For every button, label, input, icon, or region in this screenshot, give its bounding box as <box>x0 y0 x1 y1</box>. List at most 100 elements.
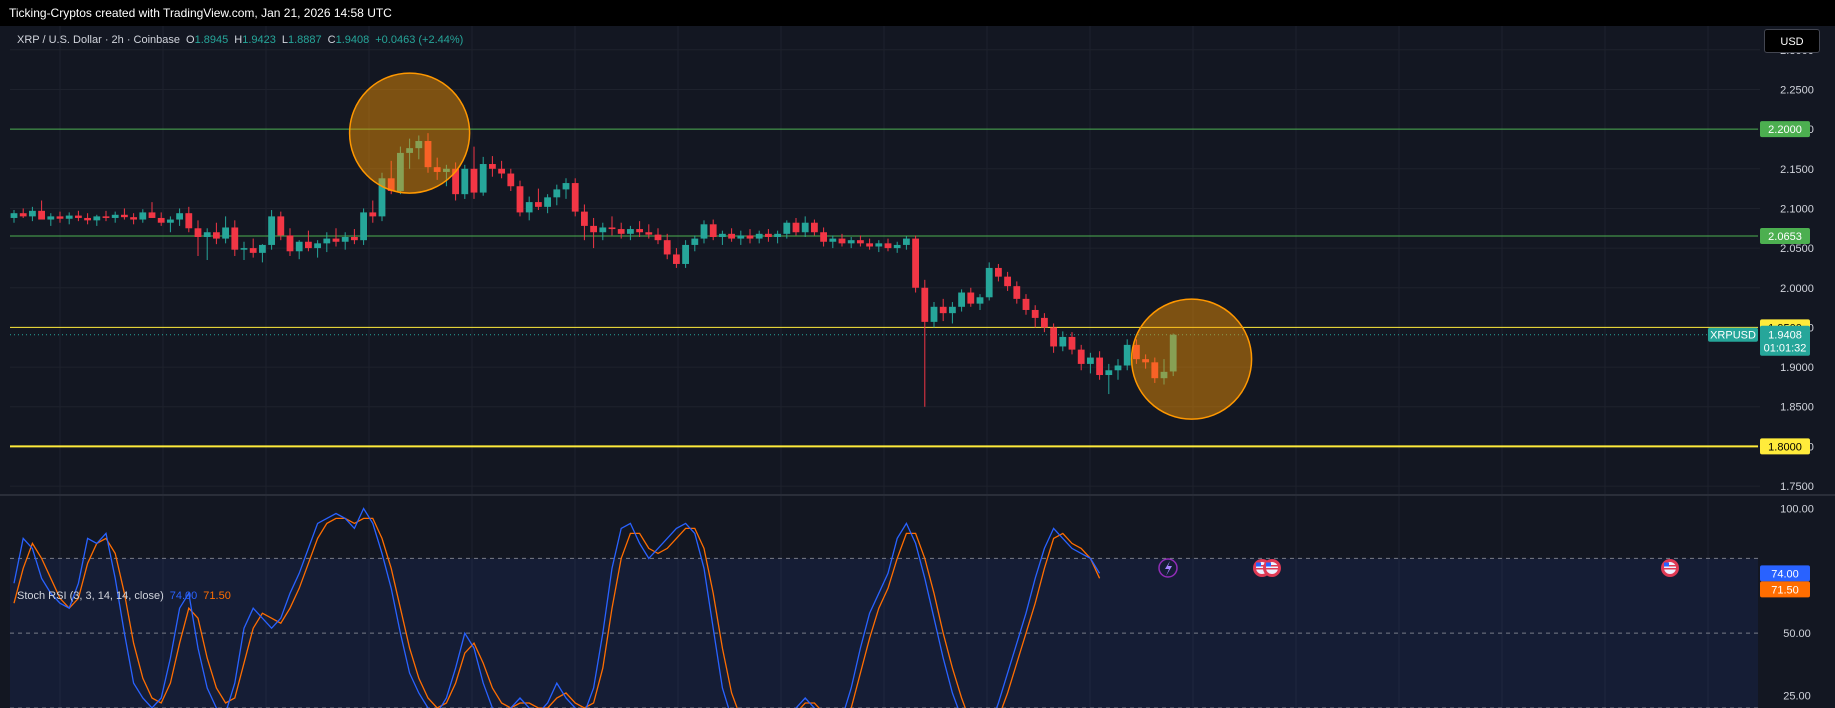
candle[interactable] <box>663 233 671 260</box>
candle[interactable] <box>185 206 193 233</box>
candle[interactable] <box>838 233 846 247</box>
candle[interactable] <box>553 184 561 206</box>
candle[interactable] <box>479 156 487 196</box>
candle[interactable] <box>1022 294 1030 315</box>
candle[interactable] <box>636 221 643 237</box>
candle[interactable] <box>700 220 708 244</box>
candle[interactable] <box>1031 305 1039 328</box>
candle[interactable] <box>967 287 975 307</box>
candle[interactable] <box>875 240 883 253</box>
candle[interactable] <box>1004 271 1011 291</box>
candle[interactable] <box>544 194 551 214</box>
candle[interactable] <box>29 206 36 222</box>
candle[interactable] <box>893 241 901 253</box>
candle[interactable] <box>590 217 597 249</box>
candle[interactable] <box>93 214 101 226</box>
candle[interactable] <box>1123 339 1131 371</box>
candle[interactable] <box>765 229 772 242</box>
candle[interactable] <box>1160 359 1168 385</box>
candle[interactable] <box>470 146 478 199</box>
candle[interactable] <box>387 160 395 195</box>
candle[interactable] <box>323 232 331 253</box>
candle[interactable] <box>783 220 791 239</box>
candle[interactable] <box>148 202 156 218</box>
us-flag-event-icon[interactable] <box>1263 559 1281 577</box>
candle[interactable] <box>249 238 257 258</box>
candle[interactable] <box>415 135 423 160</box>
candle[interactable] <box>498 160 505 179</box>
candle[interactable] <box>305 230 312 252</box>
candle[interactable] <box>268 210 275 250</box>
candle[interactable] <box>1068 332 1076 355</box>
candle[interactable] <box>360 208 367 245</box>
candle[interactable] <box>1087 352 1094 374</box>
candle[interactable] <box>295 240 303 260</box>
candle[interactable] <box>84 213 91 225</box>
candles[interactable] <box>10 133 1177 407</box>
candle[interactable] <box>884 238 892 252</box>
candle[interactable] <box>277 211 285 241</box>
candle[interactable] <box>397 146 404 195</box>
candle[interactable] <box>525 196 533 221</box>
price-chart-svg[interactable]: 2.30002.25002.20002.15002.10002.05002.00… <box>0 26 1835 708</box>
candle[interactable] <box>443 164 450 187</box>
us-flag-event-icon[interactable] <box>1661 559 1679 577</box>
candle[interactable] <box>627 225 634 241</box>
candle[interactable] <box>829 235 837 249</box>
candle[interactable] <box>507 168 515 191</box>
candle[interactable] <box>157 212 165 226</box>
candle[interactable] <box>111 211 119 223</box>
candle[interactable] <box>378 172 386 222</box>
candle[interactable] <box>1151 357 1159 383</box>
candle[interactable] <box>1013 281 1021 304</box>
candle[interactable] <box>811 219 818 236</box>
candle[interactable] <box>10 210 18 223</box>
candle[interactable] <box>19 208 27 218</box>
candle[interactable] <box>167 216 174 233</box>
chart-area[interactable]: 2.30002.25002.20002.15002.10002.05002.00… <box>0 26 1835 708</box>
candle[interactable] <box>866 238 873 250</box>
candle[interactable] <box>213 222 220 245</box>
candle[interactable] <box>121 208 128 220</box>
candle[interactable] <box>461 164 469 199</box>
candle[interactable] <box>645 224 653 239</box>
candle[interactable] <box>985 262 993 301</box>
candle[interactable] <box>1142 354 1149 369</box>
candle[interactable] <box>452 162 459 201</box>
candle[interactable] <box>801 216 809 237</box>
candle[interactable] <box>203 228 211 260</box>
candle[interactable] <box>847 236 855 249</box>
candle[interactable] <box>130 213 137 225</box>
candle[interactable] <box>755 230 763 244</box>
candle[interactable] <box>792 217 800 236</box>
candle[interactable] <box>259 244 266 263</box>
candle[interactable] <box>921 279 929 407</box>
candle[interactable] <box>75 210 82 222</box>
candle[interactable] <box>65 212 73 225</box>
candle[interactable] <box>930 302 938 328</box>
candle[interactable] <box>341 232 349 250</box>
candle[interactable] <box>903 236 910 250</box>
candle[interactable] <box>1169 333 1177 377</box>
candle[interactable] <box>56 211 64 223</box>
candle[interactable] <box>369 200 377 223</box>
candle[interactable] <box>1133 339 1140 364</box>
candle[interactable] <box>654 228 662 245</box>
candle[interactable] <box>1041 313 1048 333</box>
candle[interactable] <box>949 302 956 324</box>
candle[interactable] <box>617 222 625 239</box>
lightning-event-icon[interactable] <box>1158 558 1178 578</box>
candle[interactable] <box>995 263 1002 282</box>
candle[interactable] <box>240 241 248 260</box>
candle[interactable] <box>332 228 340 247</box>
candle[interactable] <box>1059 331 1067 352</box>
stoch-rsi-pane[interactable]: 100.00 50.00 25.00 74.00 71.50 <box>10 503 1814 708</box>
candle[interactable] <box>958 289 965 312</box>
highlight-circle[interactable] <box>348 72 471 194</box>
candle[interactable] <box>314 240 321 258</box>
candle[interactable] <box>976 294 984 310</box>
event-markers[interactable] <box>1158 558 1679 578</box>
candle[interactable] <box>286 228 294 257</box>
candle[interactable] <box>571 178 579 217</box>
